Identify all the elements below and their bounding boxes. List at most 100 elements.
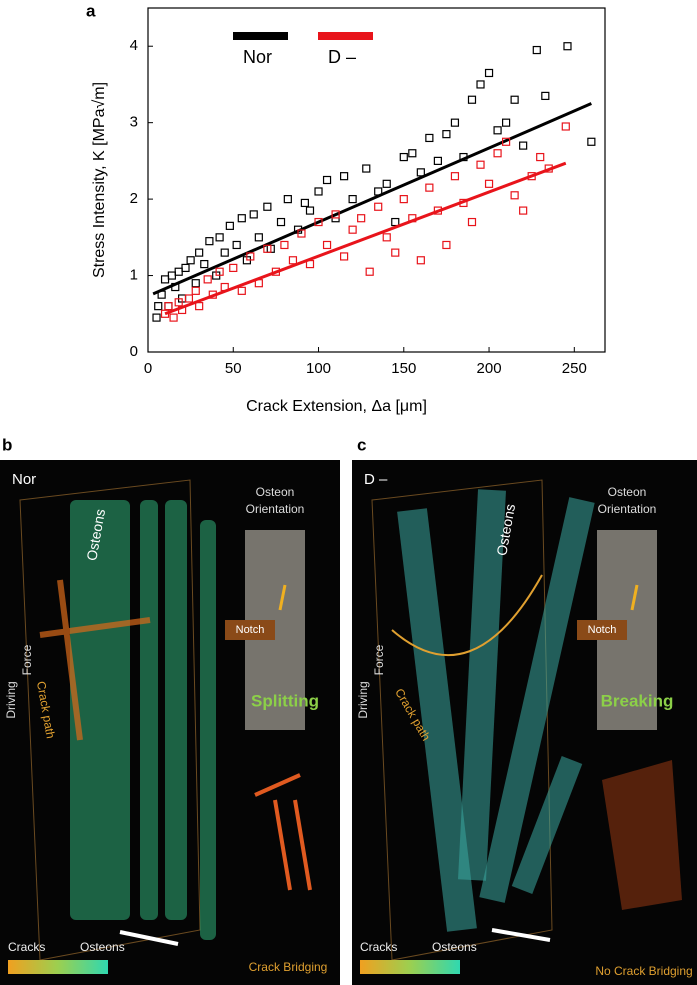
colorbar-label: Cracks [8, 940, 45, 954]
data-point [476, 160, 485, 169]
data-point [200, 259, 209, 269]
data-point [510, 191, 519, 200]
data-point [510, 95, 519, 104]
data-point [225, 221, 234, 230]
data-point [365, 267, 374, 276]
data-point [493, 149, 502, 158]
x-axis-label: Crack Extension, Δa [μm] [246, 398, 427, 415]
data-point [229, 263, 238, 273]
data-point [563, 42, 572, 51]
volume-box [371, 479, 553, 961]
data-point [305, 206, 315, 215]
legend-label: Nor [243, 47, 272, 67]
sample-label: Nor [12, 471, 36, 488]
fit-line [164, 161, 567, 316]
y-tick-label: 1 [130, 267, 138, 284]
data-point [280, 240, 289, 250]
bridging-label: No Crack Bridging [595, 964, 692, 978]
notch [577, 620, 627, 640]
y-axis-label: Stress Intensity, K [MPa√m] [91, 82, 108, 278]
data-point [237, 214, 246, 223]
data-point [519, 141, 528, 150]
sample-label: D – [364, 471, 388, 488]
data-point [254, 233, 263, 242]
data-point [181, 263, 190, 273]
data-point [501, 118, 511, 127]
arrow [278, 584, 287, 611]
y-tick-label: 3 [130, 114, 138, 131]
colorbar-label: Cracks [360, 940, 397, 954]
data-point [561, 122, 570, 131]
data-point [283, 195, 292, 204]
orientation-label: Osteon [256, 485, 295, 499]
data-point [191, 286, 200, 295]
data-point [501, 137, 511, 146]
data-point [205, 237, 214, 246]
data-point [391, 248, 400, 257]
data-point [532, 45, 541, 55]
colorbar-label: Osteons [432, 940, 477, 954]
data-point [215, 233, 224, 242]
x-tick-label: 100 [306, 360, 331, 377]
data-point [450, 172, 460, 181]
data-point [476, 80, 485, 89]
osteon [140, 500, 158, 920]
data-point [331, 210, 340, 219]
data-point [160, 275, 170, 284]
osteon [200, 520, 216, 940]
data-point [399, 195, 408, 204]
osteon [70, 500, 130, 920]
panel-label: c [357, 435, 366, 454]
bridging-label: Crack Bridging [249, 960, 328, 974]
colorbar-label: Osteons [80, 940, 125, 954]
legend-swatch [233, 32, 288, 40]
data-point [340, 252, 349, 261]
data-point [408, 149, 417, 158]
orientation-label: Osteon [608, 485, 647, 499]
data-point [322, 175, 332, 185]
data-point [215, 267, 224, 276]
plot-frame [147, 7, 606, 353]
data-point [536, 152, 545, 162]
data-point [519, 206, 528, 215]
data-point [399, 152, 408, 162]
data-point [249, 210, 258, 219]
force-label: Force [20, 644, 34, 675]
data-point [167, 271, 176, 280]
y-tick-label: 0 [130, 343, 138, 360]
data-point [184, 294, 194, 303]
arrow [630, 584, 639, 611]
data-point [467, 217, 477, 227]
data-point [425, 133, 434, 143]
notch-label: Notch [236, 624, 265, 636]
data-point [425, 183, 434, 192]
data-point [442, 240, 451, 250]
scale-bar [119, 930, 179, 946]
crack [39, 579, 151, 741]
data-point [493, 126, 502, 135]
force-label: Driving [356, 681, 370, 718]
bridging [254, 773, 312, 891]
data-point [186, 256, 195, 265]
data-point [263, 244, 272, 253]
data-point [164, 302, 173, 311]
data-point [314, 217, 323, 227]
image-panel: Nor Osteons Osteon Orientation Notch DrivingF… [0, 460, 340, 985]
notch-label: Notch [588, 624, 617, 636]
data-point [374, 202, 383, 211]
data-point [164, 302, 173, 311]
data-point [237, 286, 246, 295]
data-point [191, 279, 200, 288]
x-tick-label: 250 [562, 360, 587, 377]
data-point [382, 233, 391, 242]
fit-line [152, 102, 592, 296]
osteon [479, 497, 595, 903]
data-point [195, 248, 204, 257]
force-label: Driving [4, 681, 18, 718]
osteon [458, 489, 506, 881]
bridging [602, 760, 682, 910]
osteon [511, 756, 583, 894]
data-point [467, 95, 477, 104]
